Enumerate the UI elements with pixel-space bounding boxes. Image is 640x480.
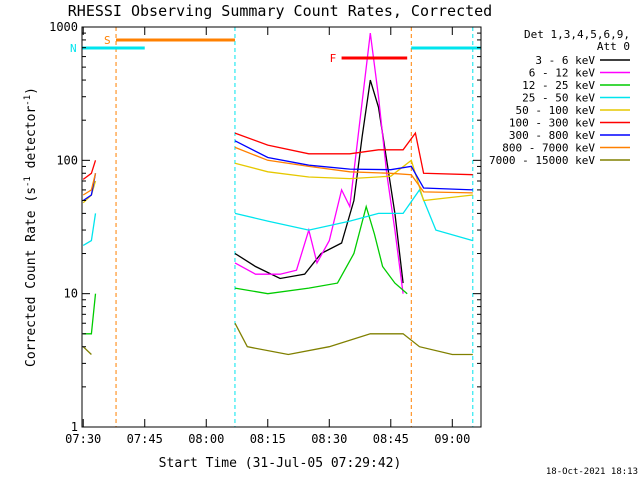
series-line-3-segment-0	[82, 213, 97, 246]
y-axis-label: Corrected Count Rate (s-1 detector-1)	[23, 87, 39, 367]
flag-label-S: S	[104, 34, 111, 47]
legend-label-2: 12 - 25 keV	[522, 79, 595, 92]
plot-frame	[81, 26, 482, 428]
x-tick-label-5: 08:45	[373, 432, 409, 446]
legend-label-4: 50 - 100 keV	[516, 104, 596, 117]
series-line-0-segment-0	[234, 79, 404, 284]
y-tick-label-0: 1	[71, 420, 78, 434]
legend-label-1: 6 - 12 keV	[529, 67, 596, 80]
legend-header-line-1: Det 1,3,4,5,6,9,	[524, 28, 630, 41]
series-line-1-segment-0	[234, 33, 404, 294]
legend-label-6: 300 - 800 keV	[509, 129, 595, 142]
legend-label-8: 7000 - 15000 keV	[489, 154, 595, 167]
series-line-8-segment-0	[82, 346, 92, 355]
series-line-5-segment-1	[234, 131, 473, 176]
legend-label-5: 100 - 300 keV	[509, 117, 595, 130]
x-tick-label-2: 08:00	[188, 432, 224, 446]
series-line-7-segment-0	[82, 173, 97, 196]
series-line-3-segment-1	[234, 188, 473, 242]
series-line-8-segment-1	[234, 322, 473, 356]
plot-area: SNF 07:30 07:45 08:00 08:15 08:30 08:45 09:00 …	[49, 20, 482, 446]
x-tick-label-0: 07:30	[65, 432, 101, 446]
timestamp: 18-Oct-2021 18:13	[546, 467, 638, 477]
series-line-7-segment-1	[234, 146, 473, 194]
x-tick-label-4: 08:30	[311, 432, 347, 446]
flag-label-N: N	[70, 42, 77, 55]
legend-label-7: 800 - 7000 keV	[502, 142, 595, 155]
y-tick-label-2: 100	[56, 153, 78, 167]
x-axis-label: Start Time (31-Jul-05 07:29:42)	[159, 456, 402, 471]
legend-label-0: 3 - 6 keV	[535, 54, 595, 67]
y-tick-label-3: 1000	[49, 20, 78, 34]
legend-header-line-2: Att 0	[597, 40, 630, 53]
series-line-2-segment-1	[234, 204, 408, 295]
x-tick-label-3: 08:15	[250, 432, 286, 446]
chart-title: RHESSI Observing Summary Count Rates, Co…	[68, 2, 492, 20]
y-tick-label-1: 10	[64, 287, 78, 301]
series-line-5-segment-0	[82, 160, 97, 180]
legend-label-3: 25 - 50 keV	[522, 92, 595, 105]
series-line-4-segment-1	[234, 159, 473, 202]
x-tick-label-1: 07:45	[127, 432, 163, 446]
series-line-6-segment-1	[234, 140, 473, 191]
x-tick-label-6: 09:00	[434, 432, 470, 446]
flag-label-F: F	[330, 52, 337, 65]
